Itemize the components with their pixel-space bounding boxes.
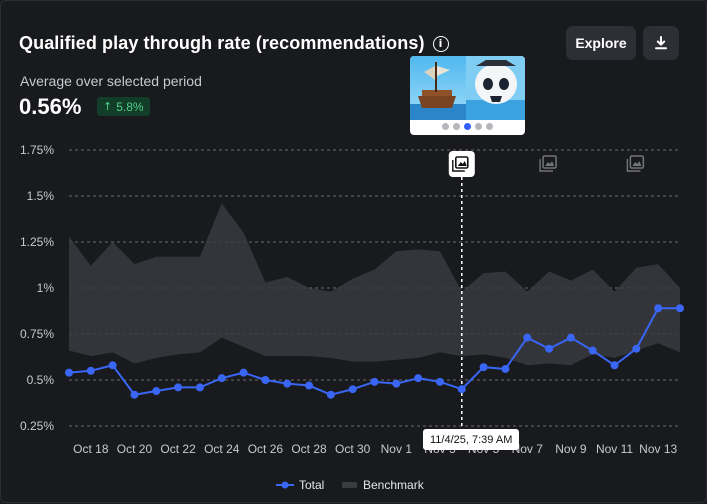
pagination-dot[interactable] xyxy=(486,123,493,130)
x-tick-label: Oct 24 xyxy=(204,442,240,456)
x-tick-label: Oct 22 xyxy=(160,442,196,456)
y-tick-label: 1.75% xyxy=(20,143,54,157)
data-point-total xyxy=(414,374,423,383)
title-row: Qualified play through rate (recommendat… xyxy=(19,33,449,54)
arrow-up-icon: ↑ xyxy=(103,100,113,113)
data-point-total xyxy=(392,379,401,388)
data-point-total xyxy=(283,379,292,388)
legend-total-swatch xyxy=(276,481,294,489)
data-point-total xyxy=(523,333,532,342)
average-value: 0.56% xyxy=(19,94,82,119)
image-annotation-icon xyxy=(454,156,469,169)
y-tick-label: 0.25% xyxy=(20,419,54,433)
y-tick-label: 1.25% xyxy=(20,235,54,249)
data-point-total xyxy=(545,344,554,353)
legend-total-label: Total xyxy=(299,478,325,492)
data-point-total xyxy=(305,381,314,390)
image-annotation-icon-detail xyxy=(457,161,467,166)
x-tick-label: Oct 18 xyxy=(73,442,109,456)
data-point-total xyxy=(217,374,226,383)
image-annotation-icon[interactable] xyxy=(542,155,557,169)
data-point-total xyxy=(108,361,117,370)
data-point-total xyxy=(152,387,161,396)
x-tick-label: Oct 30 xyxy=(335,442,371,456)
download-button[interactable] xyxy=(643,26,679,60)
data-point-total xyxy=(174,383,183,392)
change-badge: ↑ 5.8% xyxy=(97,97,150,116)
data-point-total xyxy=(65,368,73,377)
x-tick-label: Nov 9 xyxy=(555,442,587,456)
legend-benchmark-swatch xyxy=(342,482,357,488)
image-annotation-icon-stack xyxy=(452,160,465,172)
annotation-marker xyxy=(626,155,645,172)
x-tick-label: Nov 1 xyxy=(381,442,413,456)
image-annotation-icon[interactable] xyxy=(629,155,645,169)
image-annotation-icon-detail xyxy=(545,161,555,166)
image-annotation-icon-detail xyxy=(632,161,642,166)
data-point-total xyxy=(654,304,663,313)
data-point-total xyxy=(479,363,488,372)
data-point-total xyxy=(370,377,379,386)
legend-item-benchmark[interactable]: Benchmark xyxy=(342,478,424,492)
x-tick-label: Nov 7 xyxy=(512,442,544,456)
y-tick-label: 0.75% xyxy=(20,327,54,341)
data-point-total xyxy=(435,377,444,386)
data-point-total xyxy=(610,361,619,370)
data-point-total xyxy=(261,376,270,384)
data-point-total xyxy=(457,385,466,394)
data-point-total xyxy=(676,304,684,313)
data-point-total xyxy=(588,346,597,355)
x-tick-label: Nov 11 xyxy=(596,442,633,456)
pagination-dot-active[interactable] xyxy=(464,123,471,130)
data-point-total xyxy=(501,364,510,373)
y-tick-label: 1.5% xyxy=(27,189,55,203)
chart-title: Qualified play through rate (recommendat… xyxy=(19,33,425,53)
data-point-total xyxy=(86,366,95,375)
pagination-dot[interactable] xyxy=(442,123,449,130)
x-tick-label: Nov 13 xyxy=(639,442,677,456)
benchmark-band xyxy=(69,203,680,366)
x-tick-label: Oct 20 xyxy=(117,442,153,456)
pagination-dot[interactable] xyxy=(475,123,482,130)
period-label: Average over selected period xyxy=(20,73,202,89)
pagination-dot[interactable] xyxy=(453,123,460,130)
image-annotation-icon-stack xyxy=(626,159,641,172)
annotation-tooltip: 11/4/25, 7:39 AM xyxy=(423,429,520,450)
data-point-total xyxy=(239,368,248,377)
y-tick-label: 0.5% xyxy=(27,373,55,387)
annotation-marker xyxy=(539,155,557,172)
info-icon[interactable]: i xyxy=(432,35,449,52)
data-point-total xyxy=(566,333,575,342)
data-point-total xyxy=(632,344,641,353)
data-point-total xyxy=(326,390,335,399)
legend-benchmark-label: Benchmark xyxy=(363,478,424,492)
x-tick-label: Oct 28 xyxy=(291,442,327,456)
game-thumbnail-image xyxy=(410,56,525,120)
data-point-total xyxy=(348,385,357,394)
x-tick-label: Oct 26 xyxy=(248,442,284,456)
legend-item-total[interactable]: Total xyxy=(275,478,324,492)
data-point-total xyxy=(195,383,204,392)
thumbnail-pagination[interactable] xyxy=(410,123,525,130)
data-point-total xyxy=(130,390,139,399)
y-tick-label: 1% xyxy=(37,281,55,295)
explore-button[interactable]: Explore xyxy=(566,26,636,60)
download-icon xyxy=(655,36,667,50)
change-value: 5.8% xyxy=(116,99,144,114)
annotation-thumbnail[interactable] xyxy=(410,56,525,135)
image-annotation-icon-stack xyxy=(539,159,554,172)
